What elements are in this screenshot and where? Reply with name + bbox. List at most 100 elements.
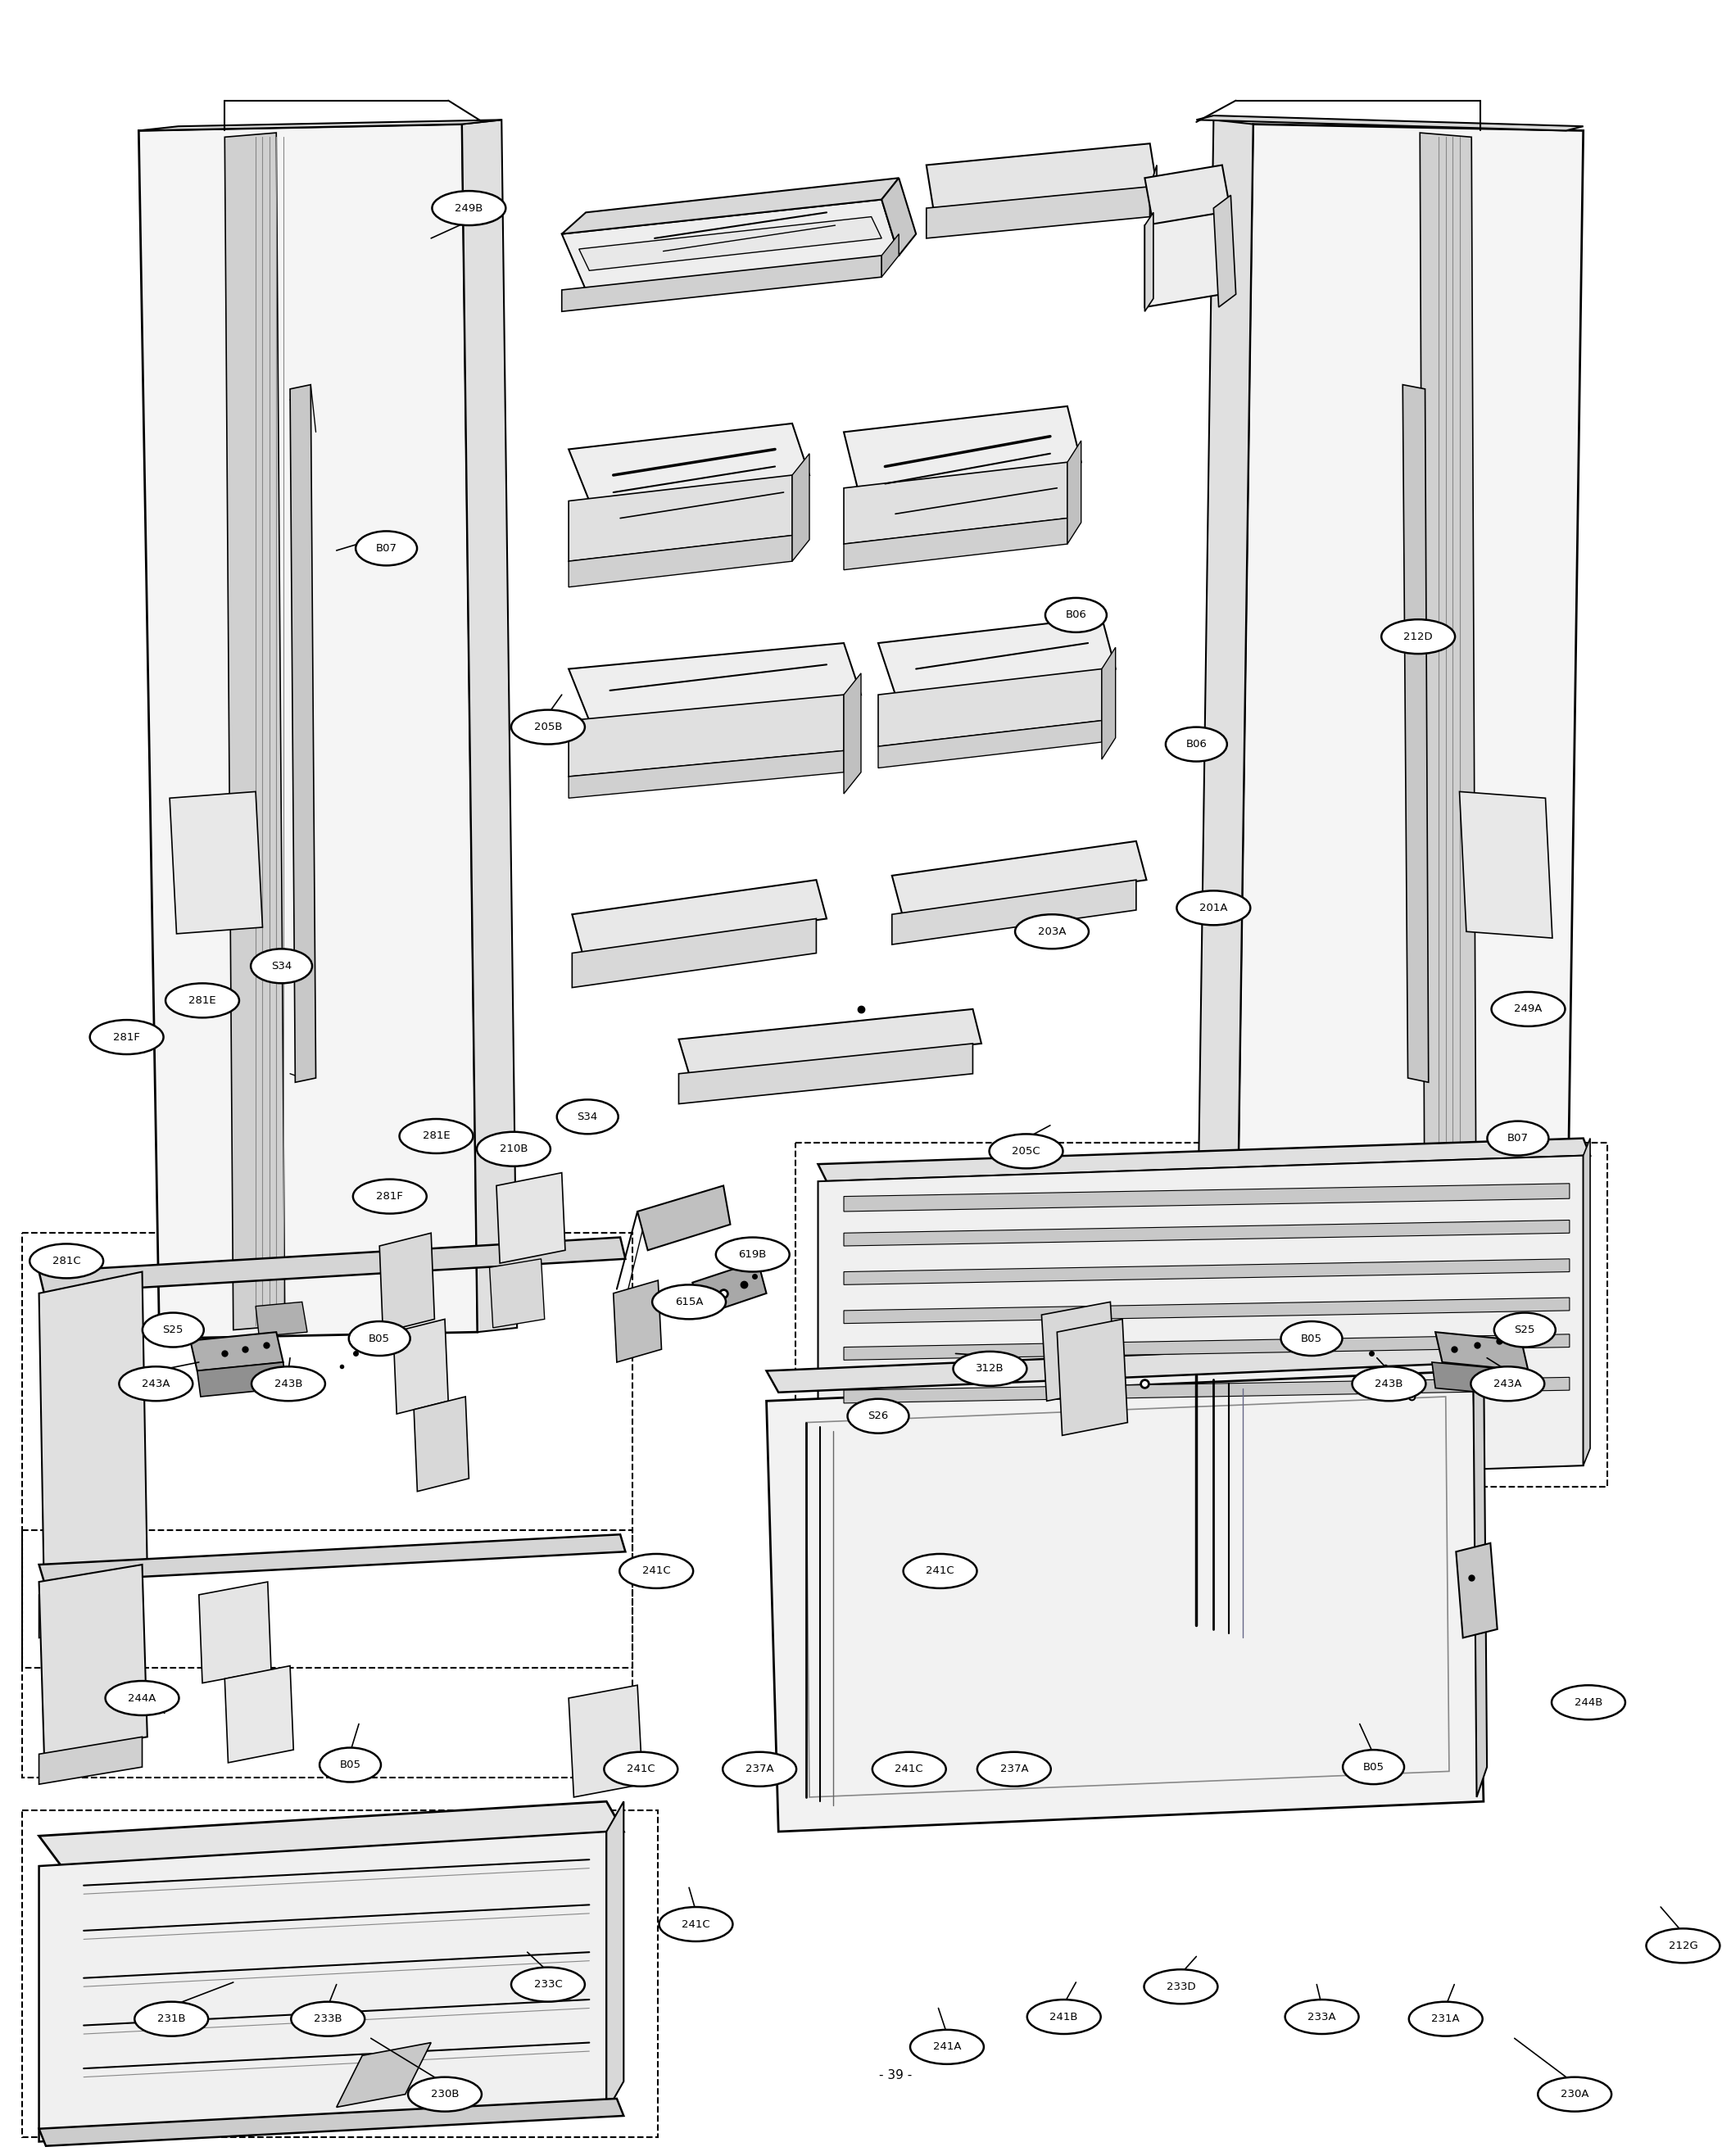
- Polygon shape: [818, 1138, 1589, 1181]
- Text: 249B: 249B: [455, 203, 482, 213]
- Polygon shape: [40, 1565, 148, 1755]
- Text: 203A: 203A: [1038, 927, 1066, 938]
- Polygon shape: [637, 1186, 730, 1250]
- Polygon shape: [844, 1378, 1569, 1404]
- Text: B05: B05: [339, 1759, 362, 1770]
- Polygon shape: [606, 1802, 623, 2111]
- Polygon shape: [844, 673, 861, 793]
- Polygon shape: [1474, 1341, 1488, 1798]
- Ellipse shape: [1381, 619, 1455, 653]
- Polygon shape: [568, 1686, 642, 1798]
- Ellipse shape: [400, 1119, 474, 1153]
- Polygon shape: [844, 1298, 1569, 1324]
- Ellipse shape: [408, 2076, 482, 2111]
- Polygon shape: [892, 841, 1147, 914]
- Text: S34: S34: [270, 962, 291, 972]
- Polygon shape: [844, 517, 1068, 569]
- Polygon shape: [844, 405, 1081, 487]
- Polygon shape: [461, 121, 517, 1332]
- Polygon shape: [198, 1363, 286, 1397]
- Text: 241C: 241C: [895, 1764, 923, 1774]
- Polygon shape: [568, 474, 792, 561]
- Text: 281F: 281F: [377, 1190, 403, 1201]
- Ellipse shape: [660, 1908, 734, 1940]
- Polygon shape: [926, 144, 1157, 209]
- Text: 281F: 281F: [114, 1033, 139, 1041]
- Polygon shape: [224, 134, 284, 1330]
- Ellipse shape: [143, 1313, 203, 1348]
- Ellipse shape: [1014, 914, 1088, 949]
- Ellipse shape: [1495, 1313, 1555, 1348]
- Polygon shape: [678, 1009, 982, 1074]
- Text: 205B: 205B: [534, 722, 561, 733]
- Ellipse shape: [432, 192, 506, 226]
- Text: 281E: 281E: [422, 1130, 449, 1141]
- Ellipse shape: [1143, 1968, 1217, 2003]
- Polygon shape: [882, 179, 916, 257]
- Text: S25: S25: [162, 1324, 184, 1335]
- Ellipse shape: [134, 2001, 208, 2035]
- Text: B07: B07: [375, 543, 398, 554]
- Ellipse shape: [251, 1367, 325, 1401]
- Ellipse shape: [988, 1134, 1062, 1169]
- Polygon shape: [1197, 116, 1583, 132]
- Ellipse shape: [904, 1554, 976, 1589]
- Polygon shape: [818, 1156, 1583, 1492]
- Polygon shape: [1068, 440, 1081, 543]
- Polygon shape: [1102, 647, 1116, 759]
- Ellipse shape: [1471, 1367, 1545, 1401]
- Text: 231A: 231A: [1431, 2014, 1460, 2024]
- Polygon shape: [1236, 125, 1583, 1339]
- Polygon shape: [878, 617, 1116, 694]
- Polygon shape: [1042, 1302, 1116, 1401]
- Polygon shape: [1457, 1544, 1498, 1639]
- Polygon shape: [844, 1220, 1569, 1246]
- Ellipse shape: [291, 2001, 365, 2035]
- Text: 205C: 205C: [1013, 1145, 1040, 1156]
- Text: 244B: 244B: [1574, 1697, 1603, 1708]
- Ellipse shape: [978, 1753, 1050, 1787]
- Text: 237A: 237A: [746, 1764, 773, 1774]
- Polygon shape: [844, 1335, 1569, 1360]
- Bar: [22, 1531, 632, 1779]
- Text: 212G: 212G: [1669, 1940, 1698, 1951]
- Polygon shape: [200, 1583, 270, 1684]
- Text: 233A: 233A: [1307, 2012, 1336, 2022]
- Polygon shape: [255, 1302, 307, 1337]
- Ellipse shape: [1166, 727, 1228, 761]
- Polygon shape: [1433, 1363, 1527, 1397]
- Polygon shape: [139, 121, 501, 132]
- Polygon shape: [170, 791, 262, 934]
- Ellipse shape: [251, 949, 312, 983]
- Polygon shape: [766, 1341, 1484, 1393]
- Text: 233C: 233C: [534, 1979, 563, 1990]
- Text: 201A: 201A: [1200, 903, 1228, 914]
- Polygon shape: [568, 694, 844, 776]
- Text: 615A: 615A: [675, 1296, 703, 1307]
- Text: 281E: 281E: [189, 996, 217, 1007]
- Ellipse shape: [1343, 1751, 1403, 1785]
- Polygon shape: [1403, 384, 1429, 1082]
- Polygon shape: [40, 1802, 623, 1867]
- Polygon shape: [379, 1233, 434, 1332]
- Polygon shape: [692, 1261, 766, 1315]
- Polygon shape: [496, 1173, 565, 1263]
- Ellipse shape: [105, 1682, 179, 1716]
- Polygon shape: [892, 880, 1137, 944]
- Text: 230A: 230A: [1560, 2089, 1589, 2100]
- Polygon shape: [413, 1397, 468, 1492]
- Polygon shape: [1145, 166, 1231, 226]
- Text: 249A: 249A: [1514, 1005, 1543, 1015]
- Text: 210B: 210B: [499, 1143, 527, 1153]
- Text: 237A: 237A: [1000, 1764, 1028, 1774]
- Ellipse shape: [1285, 1999, 1359, 2033]
- Polygon shape: [882, 235, 899, 276]
- Text: 243B: 243B: [274, 1378, 303, 1388]
- Polygon shape: [1436, 1332, 1527, 1371]
- Polygon shape: [289, 384, 315, 1082]
- Text: 241B: 241B: [1050, 2012, 1078, 2022]
- Polygon shape: [191, 1332, 282, 1371]
- Polygon shape: [40, 1833, 606, 2141]
- Ellipse shape: [165, 983, 239, 1018]
- Ellipse shape: [350, 1322, 410, 1356]
